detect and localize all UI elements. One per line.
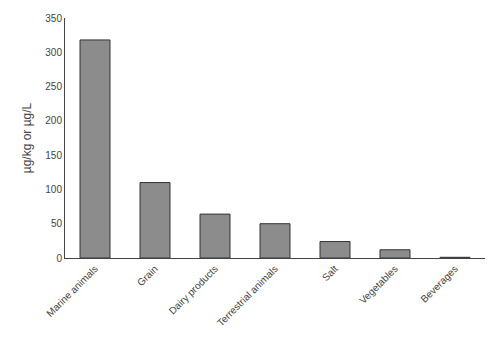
svg-text:150: 150 [45, 150, 62, 161]
svg-text:300: 300 [45, 47, 62, 58]
svg-text:Marine animals: Marine animals [44, 263, 100, 319]
svg-text:µg/kg or µg/L: µg/kg or µg/L [20, 102, 34, 173]
svg-text:250: 250 [45, 81, 62, 92]
svg-text:Salt: Salt [320, 263, 340, 283]
svg-text:Grain: Grain [135, 263, 160, 288]
svg-text:Vegetables: Vegetables [357, 263, 400, 306]
svg-text:350: 350 [45, 13, 62, 24]
svg-text:100: 100 [45, 184, 62, 195]
svg-text:Beverages: Beverages [418, 263, 460, 305]
svg-text:0: 0 [56, 253, 62, 264]
svg-text:50: 50 [51, 218, 63, 229]
svg-text:Terrestrial animals: Terrestrial animals [215, 263, 280, 328]
svg-text:200: 200 [45, 115, 62, 126]
svg-text:Dairy products: Dairy products [167, 263, 220, 316]
